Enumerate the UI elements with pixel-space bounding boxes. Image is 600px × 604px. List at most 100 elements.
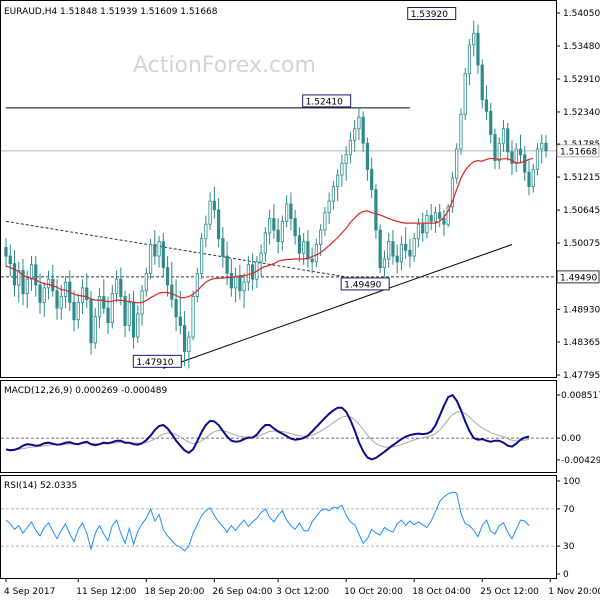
candle-123 — [527, 160, 531, 196]
candle-body — [195, 273, 199, 297]
candle-body — [348, 139, 353, 156]
annotation-text: 1.49490 — [344, 280, 381, 290]
candle-9 — [42, 282, 46, 317]
candle-body — [387, 241, 391, 260]
candle-body — [38, 284, 42, 303]
candle-111 — [476, 24, 480, 74]
candle-body — [114, 278, 119, 295]
candle-body — [161, 241, 165, 269]
candle-body — [225, 255, 229, 274]
candle-body — [297, 235, 301, 254]
price-layer: 1.47910 1.52410 1.49490 1.53920 — [1, 7, 556, 369]
candle-body — [433, 212, 438, 222]
candle-36 — [157, 235, 161, 268]
candle-72 — [310, 247, 314, 274]
candle-28 — [123, 290, 127, 338]
price-header: EURAUD,H4 1.51848 1.51939 1.51609 1.5166… — [4, 7, 218, 17]
candle-107 — [459, 108, 463, 155]
candle-body — [455, 148, 459, 179]
candle-body — [510, 151, 514, 164]
candle-105 — [450, 172, 455, 213]
candle-body — [259, 252, 263, 263]
candle-body — [527, 171, 531, 188]
candle-body — [438, 212, 442, 219]
candle-body — [404, 244, 408, 251]
candle-58 — [251, 253, 255, 291]
candle-82 — [353, 120, 357, 152]
candle-24 — [106, 296, 110, 335]
candle-body — [131, 301, 136, 338]
candle-body — [336, 174, 340, 188]
candle-79 — [340, 154, 344, 187]
candle-body — [314, 244, 318, 263]
candle-90 — [387, 232, 391, 268]
candle-body — [102, 296, 106, 309]
candle-21 — [93, 308, 97, 349]
candle-body — [119, 278, 123, 297]
candle-48 — [208, 192, 212, 231]
candle-body — [289, 203, 293, 219]
candle-body — [361, 116, 365, 144]
candle-45 — [195, 267, 199, 303]
candle-body — [484, 99, 489, 112]
candle-body — [293, 218, 297, 237]
candle-75 — [323, 206, 327, 236]
candle-101 — [433, 206, 438, 233]
candle-body — [263, 232, 267, 254]
price-tick-label: 1.50645 — [563, 206, 600, 216]
candle-body — [535, 148, 540, 170]
rsi-layer — [1, 491, 556, 552]
rsi-line — [5, 491, 530, 552]
candle-body — [191, 296, 195, 338]
annotation-text: 1.53920 — [411, 10, 448, 20]
current-price-tag-text: 1.51668 — [560, 147, 597, 157]
candle-43 — [187, 331, 191, 369]
candle-body — [391, 241, 395, 257]
candle-body — [518, 148, 523, 156]
candle-body — [331, 186, 336, 202]
candle-body — [421, 223, 425, 234]
candle-119 — [510, 140, 514, 176]
candle-88 — [378, 224, 382, 274]
annotation-text: 1.47910 — [136, 358, 173, 368]
candle-91 — [391, 230, 395, 265]
annotation-box — [302, 94, 352, 108]
candle-body — [17, 270, 21, 286]
candle-124 — [531, 163, 535, 193]
candle-body — [55, 290, 59, 309]
candle-0 — [4, 238, 8, 268]
candle-body — [238, 275, 242, 292]
x-tick-label: 11 Sep 12:00 — [76, 587, 136, 597]
candle-body — [285, 203, 289, 222]
candle-body — [493, 134, 497, 161]
candle-114 — [489, 102, 493, 144]
candle-body — [93, 316, 97, 344]
axis-layer: 1.540501.534801.529101.523401.517851.512… — [4, 9, 600, 597]
candle-19 — [85, 273, 89, 309]
x-tick-label: 3 Oct 12:00 — [276, 587, 329, 597]
x-tick-label: 18 Oct 04:00 — [412, 587, 471, 597]
candle-2 — [12, 250, 17, 297]
candle-61 — [263, 227, 267, 262]
candle-body — [489, 110, 493, 135]
candle-93 — [399, 235, 404, 271]
candle-31 — [136, 305, 140, 343]
candle-40 — [174, 279, 178, 332]
candle-98 — [421, 212, 425, 242]
candle-104 — [446, 203, 450, 228]
candle-body — [323, 212, 327, 231]
candle-body — [344, 154, 348, 164]
candle-57 — [246, 256, 250, 291]
candle-body — [178, 316, 182, 326]
candle-body — [459, 113, 463, 150]
candle-23 — [102, 279, 106, 314]
candle-110 — [472, 20, 476, 57]
candle-body — [42, 287, 46, 303]
candle-body — [472, 32, 476, 46]
candle-56 — [242, 273, 246, 309]
candle-body — [280, 220, 284, 243]
candle-16 — [72, 290, 76, 332]
candle-87 — [374, 183, 378, 239]
